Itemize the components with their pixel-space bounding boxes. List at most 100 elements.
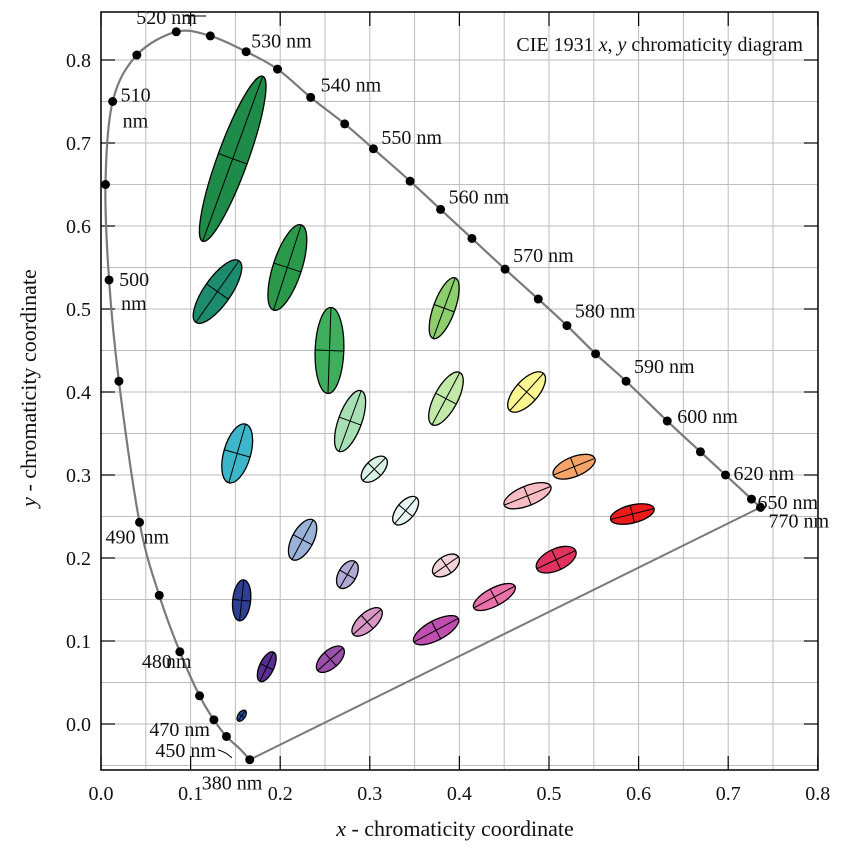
ellipse-minor-axis [273,262,302,273]
chart-title: CIE 1931 x, y chromaticity diagram [516,34,803,56]
ellipse-minor-axis [440,557,452,574]
ellipse-minor-axis [232,598,251,602]
ellipse-minor-axis [206,283,229,300]
macadam-ellipse [221,423,254,484]
wavelength-marker [154,590,164,600]
y-tick-label: 0.7 [66,133,91,155]
wavelength-marker [108,97,118,106]
wavelength-marker [100,180,110,189]
x-tick-label: 0.8 [805,783,830,805]
macadam-ellipse [256,651,277,683]
ellipse-minor-axis [292,534,313,546]
y-tick-label: 0.1 [66,631,91,653]
wavelength-marker [621,376,631,386]
wavelength-label: 650 nm [757,492,818,514]
wavelength-marker [533,294,543,304]
wavelength-label: 530 nm [251,31,312,53]
wavelength-marker [209,715,219,725]
ellipse-minor-axis [218,153,248,165]
ellipse-minor-axis [338,416,362,426]
x-tick-label: 0.5 [537,783,562,805]
wavelength-marker [306,92,316,102]
y-axis-label: y - chromaticity coordinate [16,269,41,509]
wavelength-markers [100,27,765,765]
wavelength-marker [195,691,205,701]
wavelength-label: 560 nm [449,186,510,208]
ellipse-minor-axis [398,504,413,517]
wavelength-label: 620 nm [734,463,795,485]
macadam-ellipse [472,582,516,612]
macadam-ellipse [507,371,547,413]
macadam-ellipse [335,560,359,590]
ellipse-minor-axis [238,713,245,719]
macadam-ellipse [392,495,420,526]
macadam-ellipse [609,503,655,525]
wavelength-label: 550 nm [381,127,442,149]
wavelength-marker [171,27,181,37]
macadam-ellipse [236,709,247,722]
spectral-locus [104,29,762,761]
ellipse-minor-axis [433,304,455,313]
y-tick-label: 0.3 [66,465,91,487]
wavelength-label: nm [166,651,192,673]
wavelength-marker [467,233,477,243]
line-of-purples [249,506,761,761]
wavelength-label: 600 nm [677,406,738,428]
y-tick-label: 0.6 [66,216,91,238]
wavelength-marker [662,416,672,426]
purple-line [249,506,761,761]
wavelength-label: 450 nm [155,740,216,762]
ellipse-minor-axis [260,663,274,671]
macadam-ellipse [428,276,460,340]
ellipse-minor-axis [324,652,337,667]
wavelength-marker [405,176,415,186]
ellipse-minor-axis [435,392,457,405]
macadam-ellipse [503,481,552,510]
y-tick-label: 0.2 [66,548,91,570]
macadam-ellipse [412,614,460,646]
wavelength-marker [175,647,185,657]
macadam-ellipse [231,579,252,622]
wavelength-label: 770 nm [768,510,829,532]
x-tick-label: 0.4 [447,783,472,805]
macadam-ellipse [351,607,383,637]
spectral-locus-curve [104,29,762,761]
wavelength-marker [695,447,705,457]
macadam-ellipse [535,545,577,574]
label-leader [217,749,233,759]
wavelength-label: 480 [142,651,172,673]
wavelength-label: 380 nm [202,773,263,795]
wavelength-label: 590 nm [634,356,695,378]
macadam-ellipse [431,553,461,578]
macadam-ellipse [314,306,345,395]
ellipse-minor-axis [315,349,344,352]
x-tick-label: 0.1 [178,783,203,805]
y-tick-label: 0.5 [66,299,91,321]
axis-ticks [100,12,819,770]
x-tick-label: 0.2 [268,783,293,805]
ellipse-minor-axis [517,383,536,401]
ellipse-minor-axis [339,569,356,580]
macadam-ellipse [552,453,596,480]
macadam-ellipse [192,259,243,324]
wavelength-marker [104,275,114,285]
wavelength-label: 470 nm [149,719,210,741]
y-tick-label: 0.8 [66,50,91,72]
ellipse-minor-axis [551,549,562,570]
wavelength-marker [135,517,145,527]
x-tick-label: 0.3 [357,783,382,805]
y-tick-label: 0.4 [66,382,91,404]
wavelength-label: nm [123,111,149,133]
wavelength-marker [500,264,510,274]
wavelength-marker [755,502,765,512]
macadam-ellipse [287,518,318,561]
wavelength-label: nm [121,293,147,315]
wavelength-marker [562,321,572,331]
ellipse-minor-axis [431,621,442,640]
ellipse-minor-axis [367,462,381,476]
wavelength-marker [746,494,756,504]
macadam-ellipse [267,224,308,311]
wavelength-label: 500 [119,269,149,291]
ellipse-minor-axis [224,449,251,458]
wavelength-marker [114,376,124,386]
